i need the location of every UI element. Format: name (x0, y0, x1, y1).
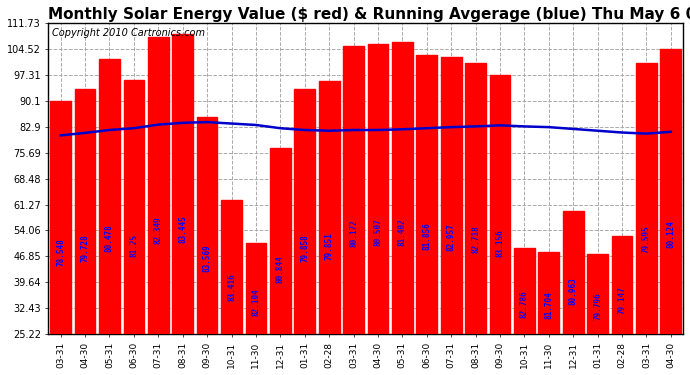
Bar (124, 80, 144, 334)
Bar (563, 211, 584, 334)
Bar (319, 81, 339, 334)
Bar (514, 248, 535, 334)
Bar (538, 252, 559, 334)
Text: 83.445: 83.445 (178, 215, 187, 243)
Bar (441, 57, 462, 334)
Bar (50, 101, 71, 334)
Text: 83.569: 83.569 (203, 244, 212, 272)
Bar (490, 75, 511, 334)
Bar (246, 243, 266, 334)
Text: 80.478: 80.478 (105, 224, 114, 252)
Bar (172, 34, 193, 334)
Bar (660, 49, 681, 334)
Bar (416, 54, 437, 334)
Text: 80.172: 80.172 (349, 219, 358, 247)
Text: 81.402: 81.402 (398, 218, 407, 246)
Bar (197, 117, 217, 334)
Text: 79.147: 79.147 (618, 286, 627, 314)
Text: 82.104: 82.104 (251, 288, 260, 316)
Text: 80.507: 80.507 (373, 219, 382, 246)
Text: 79.595: 79.595 (642, 225, 651, 253)
Text: 82.349: 82.349 (154, 216, 163, 244)
Text: Monthly Solar Energy Value ($ red) & Running Avgerage (blue) Thu May 6 06:19: Monthly Solar Energy Value ($ red) & Run… (48, 7, 690, 22)
Text: 81.25: 81.25 (130, 234, 139, 257)
Bar (343, 45, 364, 334)
Text: 80.124: 80.124 (667, 220, 676, 248)
Text: 79.728: 79.728 (81, 234, 90, 262)
Text: 81.704: 81.704 (544, 292, 553, 320)
Bar (75, 88, 95, 334)
Bar (611, 236, 633, 334)
Text: 83.156: 83.156 (495, 230, 504, 257)
Text: 82.957: 82.957 (446, 223, 455, 251)
Bar (392, 42, 413, 334)
Text: 79.796: 79.796 (593, 292, 602, 320)
Text: 82.718: 82.718 (471, 225, 480, 253)
Text: 82.786: 82.786 (520, 290, 529, 318)
Text: 79.851: 79.851 (325, 232, 334, 260)
Text: 81.856: 81.856 (422, 222, 431, 250)
Bar (148, 36, 168, 334)
Text: 83.416: 83.416 (227, 273, 236, 301)
Bar (636, 63, 657, 334)
Text: 80.963: 80.963 (569, 277, 578, 305)
Bar (99, 59, 120, 334)
Bar (368, 44, 388, 334)
Text: 79.858: 79.858 (300, 234, 309, 262)
Text: Copyright 2010 Cartronics.com: Copyright 2010 Cartronics.com (52, 28, 205, 38)
Bar (221, 200, 242, 334)
Bar (465, 63, 486, 334)
Bar (587, 254, 608, 334)
Text: 80.844: 80.844 (276, 255, 285, 283)
Bar (270, 148, 290, 334)
Text: 78.548: 78.548 (56, 238, 65, 266)
Bar (295, 88, 315, 334)
